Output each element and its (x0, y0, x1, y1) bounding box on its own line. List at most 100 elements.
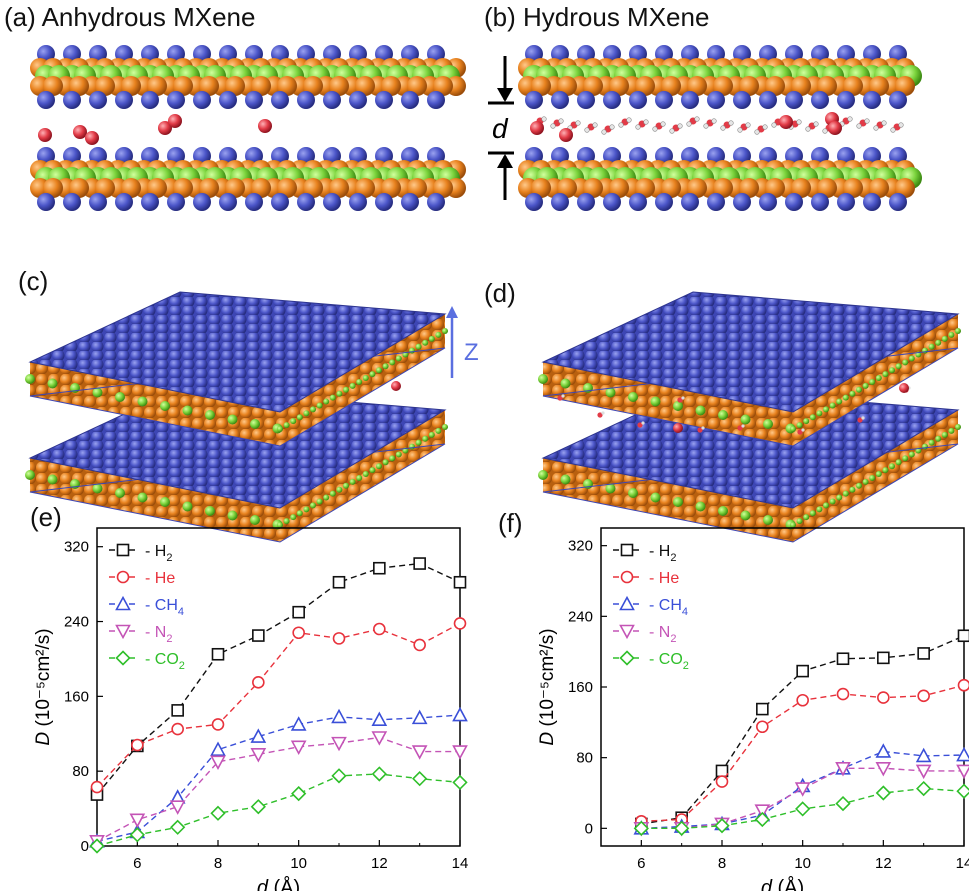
water-molecule (567, 120, 581, 131)
anhydrous-slabs (30, 45, 466, 211)
gas-molecule (391, 381, 401, 391)
legend-entry-he: - He (613, 570, 679, 587)
y-tick-label: 320 (64, 539, 89, 556)
x-tick-label: 10 (794, 855, 811, 872)
data-point (169, 800, 186, 815)
gas-molecule (779, 115, 793, 129)
data-point (250, 728, 267, 743)
legend-entry-n2: - N2 (109, 624, 172, 645)
gas-molecule (559, 128, 573, 142)
water-molecule (635, 119, 649, 130)
data-point (620, 570, 634, 584)
x-tick-label: 8 (718, 855, 726, 872)
series-line (96, 714, 461, 843)
data-point (371, 731, 388, 746)
data-point (917, 647, 930, 660)
y-tick-label: 320 (568, 538, 593, 555)
series-line (96, 736, 460, 842)
gas-molecule (168, 114, 182, 128)
data-point (250, 748, 267, 763)
water-molecule (754, 124, 768, 135)
water-molecule (557, 394, 565, 401)
series-line (641, 767, 964, 830)
diffusion-chart-anhydrous: 6 8 10 12 14 0 80 160 240 320 d (Å) D (10⁻⁵cm²/s) - … (33, 527, 468, 891)
y-tick-label: 240 (568, 608, 593, 625)
data-point (956, 783, 969, 799)
data-point (452, 774, 468, 791)
panel-a-label: (a) Anhydrous MXene (4, 2, 255, 33)
data-point (715, 764, 729, 778)
data-point (210, 755, 226, 771)
water-molecule (637, 421, 645, 428)
legend-entry-ch4: - CH4 (109, 595, 184, 618)
gas-molecule (899, 383, 909, 393)
panel-a-letter: (a) (4, 2, 36, 32)
z-axis-label: Z (464, 339, 479, 366)
y-tick-label: 80 (576, 750, 593, 767)
legend-label: - He (649, 570, 679, 587)
data-point (796, 664, 809, 678)
data-point (754, 804, 771, 819)
y-tick-label: 240 (64, 614, 89, 631)
data-point (620, 543, 634, 557)
hydrous-slabs (518, 45, 922, 211)
data-point (835, 795, 851, 812)
data-point (290, 740, 307, 756)
panel-c-label: (c) (18, 266, 49, 296)
gas-molecule (828, 121, 842, 135)
data-point (116, 570, 130, 584)
slab-b-top (518, 45, 922, 109)
slab-3d-hydrous (538, 291, 961, 543)
legend-entry-h2: - H2 (613, 543, 676, 564)
gas-molecule (85, 131, 99, 145)
data-point (373, 622, 386, 636)
d-symbol: d (492, 113, 509, 144)
data-point (411, 709, 428, 725)
water-molecule (857, 416, 865, 423)
series-co2-f (633, 780, 969, 836)
data-point (453, 617, 467, 630)
data-point (290, 716, 307, 731)
interlayer-distance-marker: d (488, 56, 514, 200)
data-point (250, 799, 266, 815)
z-axis-arrow: Z (446, 306, 479, 378)
data-point (211, 718, 225, 731)
data-point (956, 764, 969, 780)
data-point (412, 771, 428, 787)
data-point (211, 647, 225, 661)
data-point (331, 708, 347, 724)
data-point (877, 691, 890, 704)
water-molecule (686, 116, 700, 127)
series-he-e (90, 617, 467, 794)
slab-d-bottom (538, 387, 961, 543)
data-point (619, 650, 635, 666)
water-molecule (805, 121, 819, 132)
water-molecule (703, 118, 717, 129)
data-point (715, 775, 729, 788)
data-point (252, 629, 265, 642)
slab-3d-anhydrous (25, 291, 448, 543)
data-point (129, 813, 146, 828)
x-tick-label: 6 (133, 855, 141, 872)
x-tick-label: 6 (637, 855, 645, 872)
y-axis-label: D (10⁻⁵cm²/s) (33, 628, 54, 745)
data-point (915, 764, 932, 780)
data-point (413, 638, 426, 652)
data-point (331, 768, 347, 784)
water-molecule (618, 117, 632, 128)
y-tick-label: 0 (585, 820, 593, 837)
water-molecule (697, 426, 705, 433)
panel-b-letter: (b) (484, 2, 516, 32)
data-point (836, 687, 850, 701)
data-point (292, 605, 305, 619)
legend-entry-h2: - H2 (109, 543, 172, 564)
data-point (413, 557, 426, 570)
data-point (115, 650, 131, 666)
data-point (957, 678, 969, 692)
data-point (210, 805, 226, 821)
data-point (252, 676, 265, 689)
gas-molecule (38, 128, 52, 142)
water-molecule (839, 116, 853, 127)
data-point (877, 651, 890, 665)
data-point (674, 820, 690, 836)
